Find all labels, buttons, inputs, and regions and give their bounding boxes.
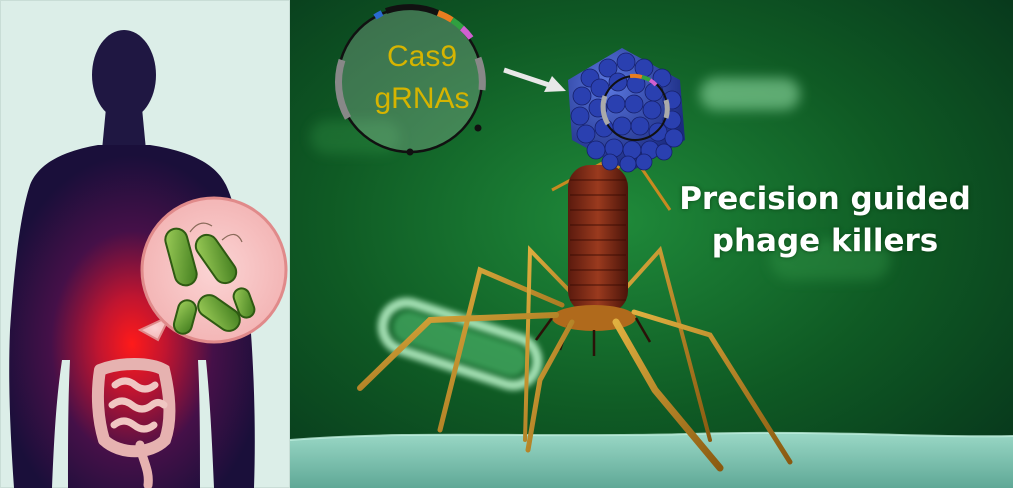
headline-line-1: Precision guided	[679, 181, 971, 217]
bacteria-bubble	[137, 196, 288, 344]
headline: Precision guided phage killers	[640, 178, 1010, 262]
intestine-icon	[91, 358, 176, 488]
arrow-icon	[503, 67, 566, 92]
plasmid-label-grnas: gRNAs	[374, 82, 470, 115]
phage-scene	[290, 0, 1013, 488]
plasmid-icon	[335, 4, 486, 156]
bacteriophage-icon	[357, 48, 793, 472]
plasmid-label-cas9: Cas9	[386, 40, 458, 73]
headline-line-2: phage killers	[711, 223, 939, 259]
bacteria-icon	[164, 222, 256, 335]
human-gut-panel	[0, 0, 290, 488]
